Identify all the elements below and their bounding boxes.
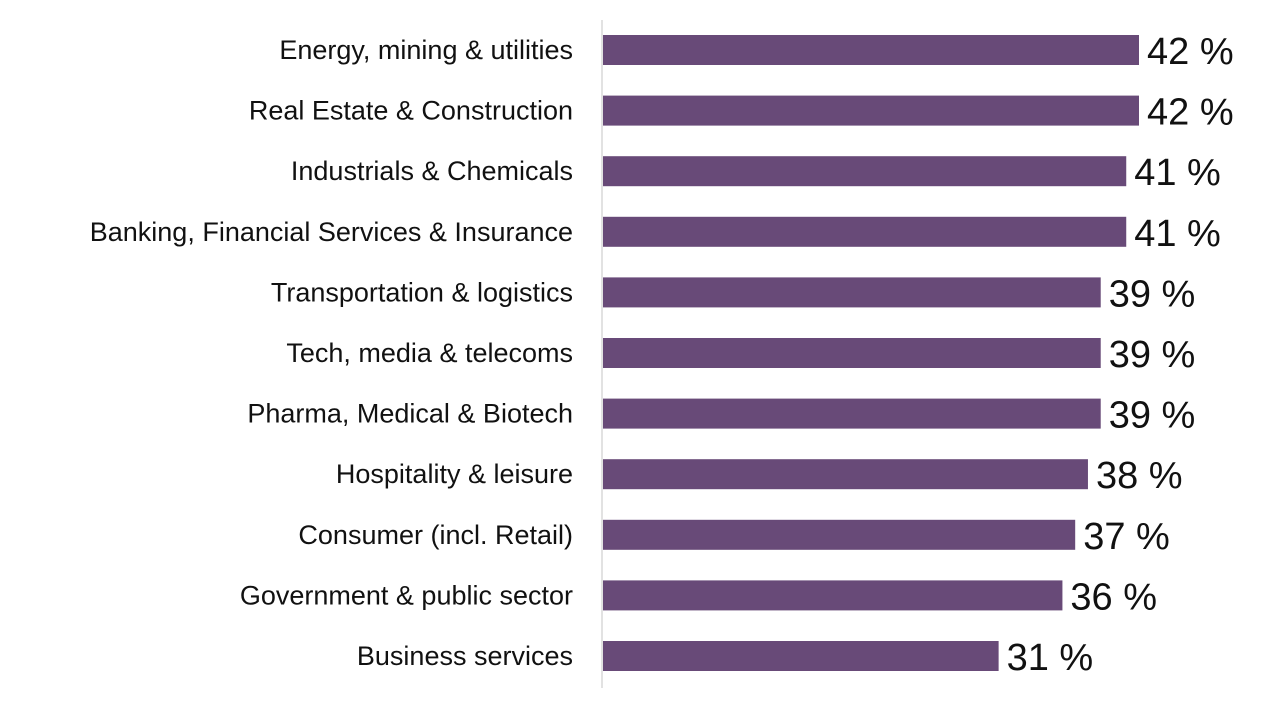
- bar: [603, 580, 1063, 611]
- category-label: Business services: [357, 641, 573, 671]
- data-label: 37 %: [1083, 516, 1170, 558]
- category-label: Tech, media & telecoms: [286, 338, 573, 368]
- category-label: Banking, Financial Services & Insurance: [90, 217, 573, 247]
- category-label: Consumer (incl. Retail): [298, 520, 573, 550]
- data-label: 31 %: [1007, 637, 1094, 679]
- bar: [603, 519, 1076, 550]
- category-label: Transportation & logistics: [271, 277, 573, 307]
- category-label: Energy, mining & utilities: [279, 35, 573, 65]
- bar: [603, 216, 1127, 247]
- bar: [603, 641, 999, 671]
- data-label: 42 %: [1147, 92, 1234, 134]
- category-labels: Energy, mining & utilities Real Estate & …: [90, 35, 573, 671]
- bar: [603, 95, 1139, 126]
- data-label: 41 %: [1134, 152, 1221, 194]
- category-label: Real Estate & Construction: [249, 96, 573, 126]
- bar: [603, 35, 1139, 65]
- category-label: Hospitality & leisure: [336, 459, 573, 489]
- data-label: 36 %: [1070, 576, 1157, 618]
- bar: [603, 277, 1101, 308]
- bar: [603, 156, 1127, 187]
- data-label: 38 %: [1096, 455, 1183, 497]
- data-label: 41 %: [1134, 213, 1221, 255]
- bar: [603, 459, 1088, 490]
- category-label: Pharma, Medical & Biotech: [247, 399, 573, 429]
- category-label: Government & public sector: [240, 580, 573, 610]
- data-label: 39 %: [1109, 395, 1196, 437]
- data-label: 39 %: [1109, 334, 1196, 376]
- value-labels: 42 % 42 % 41 % 41 % 39 % 39 % 39 % 38 % 37 % 36 %…: [1007, 31, 1234, 679]
- data-label: 42 %: [1147, 31, 1234, 73]
- bar: [603, 398, 1101, 429]
- bar: [603, 338, 1101, 368]
- data-label: 39 %: [1109, 273, 1196, 315]
- category-label: Industrials & Chemicals: [291, 156, 573, 186]
- bars: [603, 35, 1139, 671]
